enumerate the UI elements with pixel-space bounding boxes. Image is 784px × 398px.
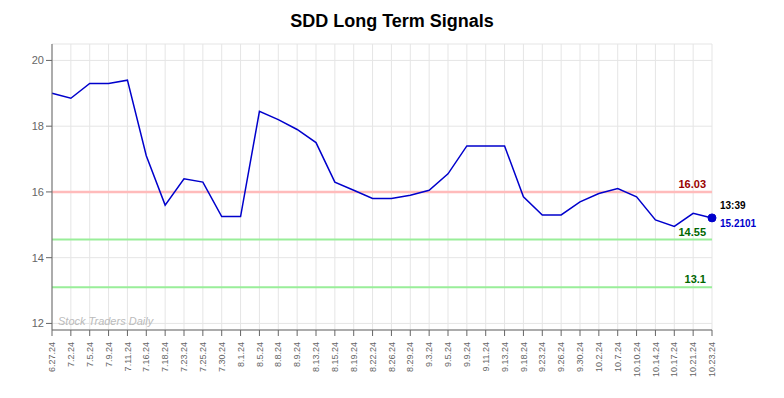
svg-text:13:39: 13:39 (720, 200, 746, 211)
svg-text:9.26.24: 9.26.24 (556, 342, 566, 372)
svg-text:13.1: 13.1 (685, 273, 706, 285)
svg-text:8.15.24: 8.15.24 (330, 342, 340, 372)
svg-text:7.23.24: 7.23.24 (179, 342, 189, 372)
svg-text:7.5.24: 7.5.24 (85, 342, 95, 367)
svg-text:7.11.24: 7.11.24 (123, 342, 133, 371)
svg-text:7.2.24: 7.2.24 (66, 342, 76, 367)
svg-text:10.21.24: 10.21.24 (688, 342, 698, 377)
svg-text:9.11.24: 9.11.24 (481, 342, 491, 371)
svg-text:7.30.24: 7.30.24 (217, 342, 227, 372)
svg-text:18: 18 (32, 120, 44, 132)
svg-text:10.14.24: 10.14.24 (651, 342, 661, 377)
svg-text:9.18.24: 9.18.24 (519, 342, 529, 372)
svg-text:6.27.24: 6.27.24 (47, 342, 57, 372)
svg-text:8.8.24: 8.8.24 (273, 342, 283, 367)
svg-text:8.5.24: 8.5.24 (255, 342, 265, 367)
svg-text:9.30.24: 9.30.24 (575, 342, 585, 372)
svg-text:8.19.24: 8.19.24 (349, 342, 359, 372)
svg-text:10.7.24: 10.7.24 (613, 342, 623, 372)
svg-text:15.2101: 15.2101 (720, 218, 757, 229)
svg-text:10.2.24: 10.2.24 (594, 342, 604, 372)
svg-text:9.9.24: 9.9.24 (462, 342, 472, 367)
svg-text:9.23.24: 9.23.24 (537, 342, 547, 372)
svg-text:10.17.24: 10.17.24 (669, 342, 679, 377)
svg-text:9.13.24: 9.13.24 (500, 342, 510, 372)
svg-text:14: 14 (32, 252, 44, 264)
svg-text:10.23.24: 10.23.24 (707, 342, 717, 377)
svg-text:10.10.24: 10.10.24 (632, 342, 642, 377)
svg-text:9.5.24: 9.5.24 (443, 342, 453, 367)
svg-text:Stock Traders Daily: Stock Traders Daily (58, 315, 155, 327)
svg-text:8.13.24: 8.13.24 (311, 342, 321, 372)
svg-text:16: 16 (32, 186, 44, 198)
svg-text:7.16.24: 7.16.24 (141, 342, 151, 372)
svg-text:7.9.24: 7.9.24 (104, 342, 114, 367)
svg-text:14.55: 14.55 (678, 226, 706, 238)
svg-text:20: 20 (32, 54, 44, 66)
svg-text:8.29.24: 8.29.24 (405, 342, 415, 372)
svg-text:8.22.24: 8.22.24 (368, 342, 378, 372)
svg-text:16.03: 16.03 (678, 178, 706, 190)
html-text:SDD Long Term Signals: SDD Long Term Signals (290, 11, 494, 31)
svg-text:9.3.24: 9.3.24 (424, 342, 434, 367)
svg-text:8.1.24: 8.1.24 (236, 342, 246, 367)
svg-text:8.9.24: 8.9.24 (292, 342, 302, 367)
svg-text:7.18.24: 7.18.24 (160, 342, 170, 372)
svg-text:7.25.24: 7.25.24 (198, 342, 208, 372)
svg-text:8.26.24: 8.26.24 (387, 342, 397, 372)
svg-text:12: 12 (32, 317, 44, 329)
